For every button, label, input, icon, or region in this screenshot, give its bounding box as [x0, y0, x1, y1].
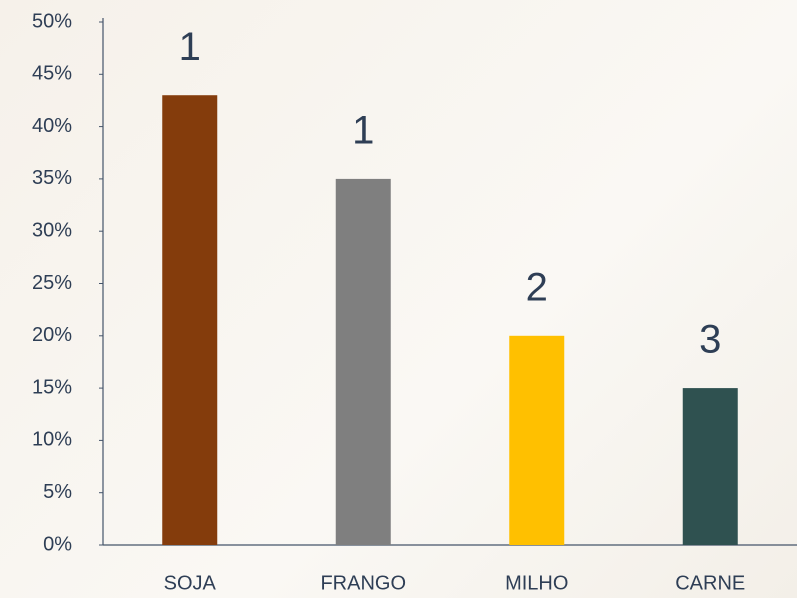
x-tick-label: SOJA: [164, 572, 217, 594]
bar: [335, 178, 391, 545]
bar: [682, 388, 738, 545]
bar: [162, 95, 218, 545]
y-tick-label: 25%: [32, 272, 72, 294]
y-tick-label: 15%: [32, 376, 72, 398]
bar-annotation: 1: [352, 108, 374, 152]
y-tick-label: 35%: [32, 167, 72, 189]
y-tick-label: 5%: [43, 481, 72, 503]
y-tick-label: 50%: [32, 10, 72, 32]
x-tick-label: CARNE: [675, 572, 745, 594]
y-tick-label: 0%: [43, 533, 72, 555]
bar: [509, 335, 565, 545]
x-tick-label: FRANGO: [320, 572, 406, 594]
bar-annotation: 2: [526, 265, 548, 309]
y-tick-label: 20%: [32, 324, 72, 346]
y-tick-label: 30%: [32, 219, 72, 241]
y-tick-label: 10%: [32, 429, 72, 451]
y-tick-label: 45%: [32, 63, 72, 85]
y-tick-label: 40%: [32, 115, 72, 137]
bar-annotation: 1: [179, 25, 201, 69]
bar-annotation: 3: [699, 318, 721, 362]
x-tick-label: MILHO: [505, 572, 568, 594]
